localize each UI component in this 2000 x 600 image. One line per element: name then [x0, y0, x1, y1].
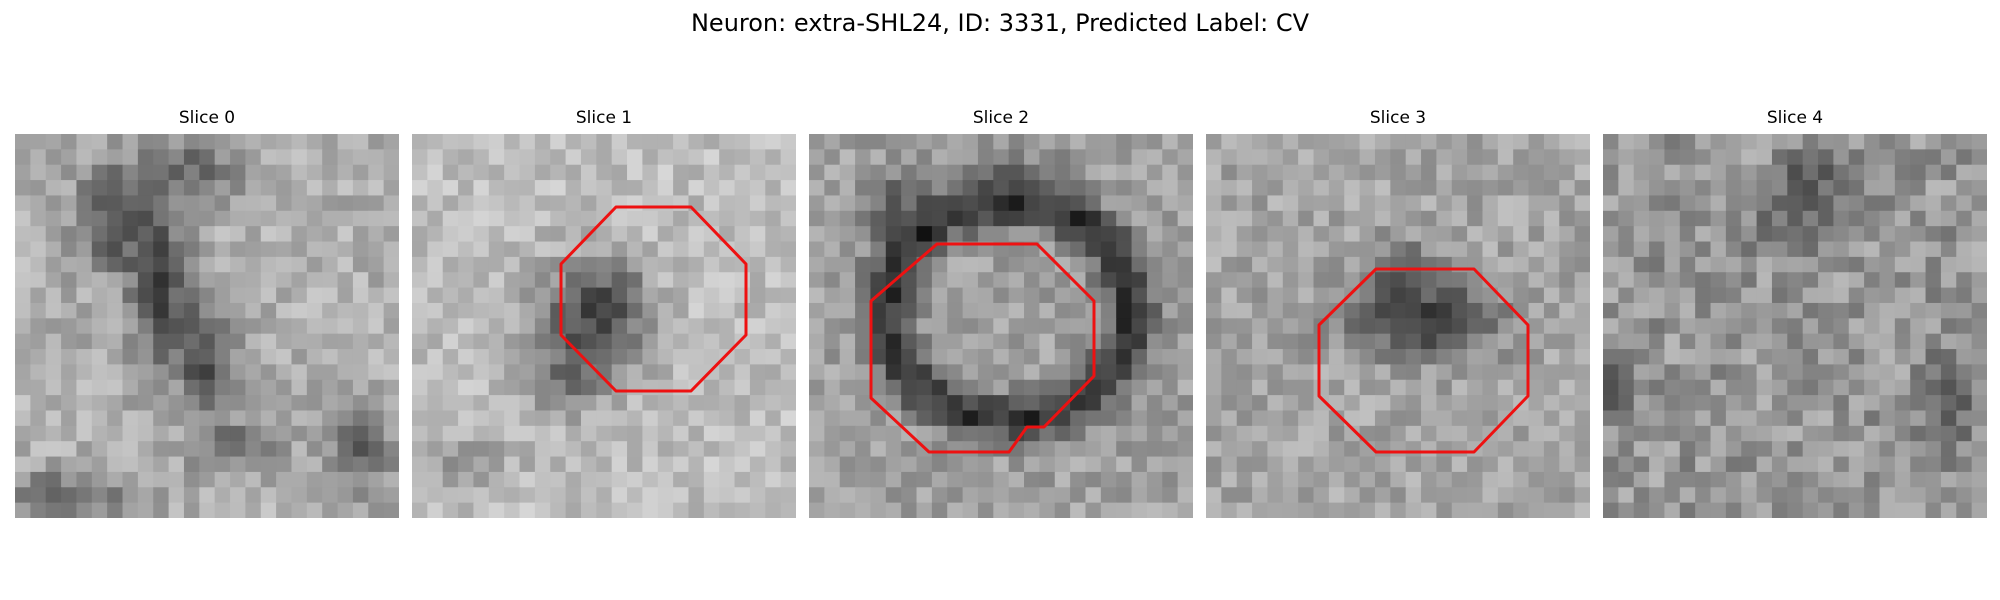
figure-title: Neuron: extra-SHL24, ID: 3331, Predicted…	[690, 9, 1310, 37]
segmentation-outline-2	[869, 242, 1096, 454]
slice-title-4: Slice 4	[1766, 108, 1824, 128]
slice-image-0	[15, 134, 399, 518]
slice-image-3	[1206, 134, 1590, 518]
slice-image-4	[1603, 134, 1987, 518]
slice-title-2: Slice 2	[972, 108, 1030, 128]
slice-image-2	[809, 134, 1193, 518]
slice-title-0: Slice 0	[178, 108, 236, 128]
segmentation-outline-1	[559, 205, 748, 393]
slice-title-3: Slice 3	[1369, 108, 1427, 128]
slice-image-1	[412, 134, 796, 518]
slice-title-1: Slice 1	[575, 108, 633, 128]
segmentation-outline-3	[1317, 267, 1530, 454]
